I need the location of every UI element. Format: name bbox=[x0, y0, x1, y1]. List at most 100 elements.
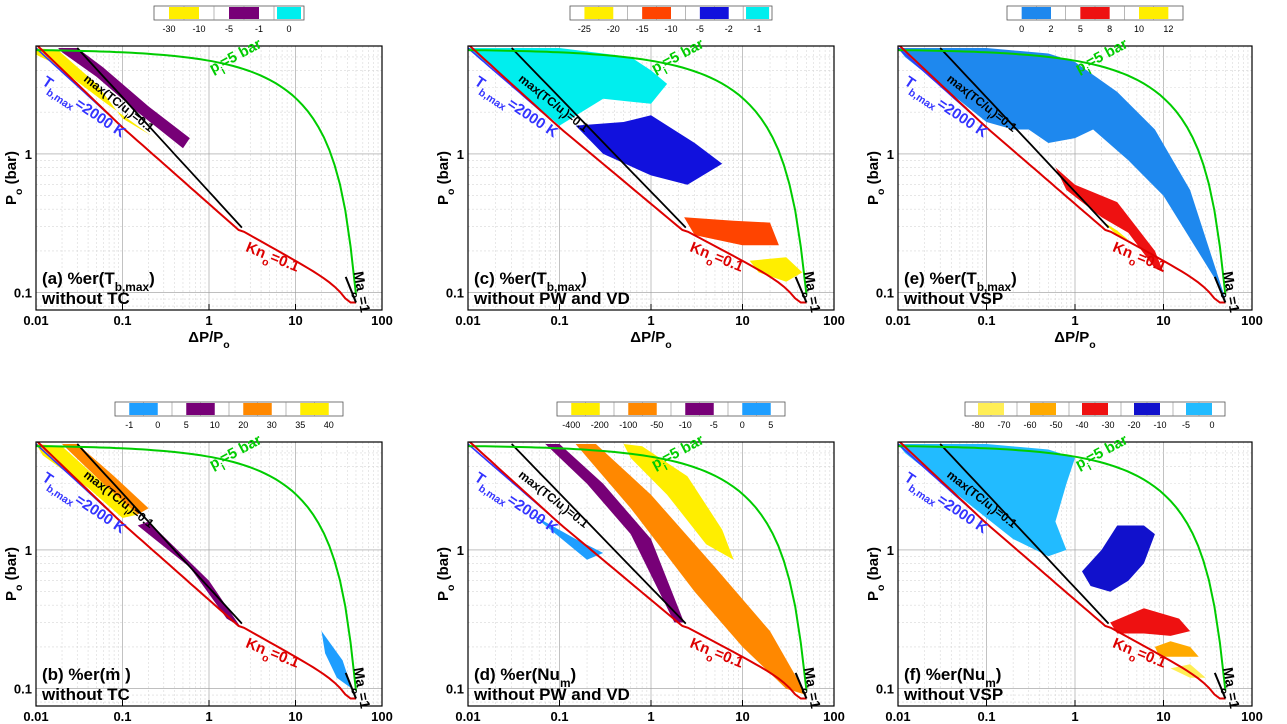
x-tick-label: 100 bbox=[371, 313, 393, 328]
contour-region bbox=[36, 48, 164, 143]
y-axis-label-part: P bbox=[3, 195, 20, 205]
panel-title: (a) %er(Tb,max) bbox=[42, 269, 155, 294]
y-axis-label: Po (bar) bbox=[435, 151, 457, 205]
legend-swatch bbox=[685, 403, 714, 415]
legend-label: -10 bbox=[679, 420, 692, 430]
y-tick-label: 1 bbox=[457, 543, 464, 558]
ma-annotation-part: Ma bbox=[801, 270, 820, 292]
ma-annotation-part: Ma bbox=[801, 666, 820, 688]
x-tick-label: 1 bbox=[1071, 313, 1078, 328]
legend-label: -1 bbox=[125, 420, 133, 430]
panel-title: (f) %er(Num) bbox=[904, 665, 1001, 690]
y-axis-label: Po (bar) bbox=[865, 151, 887, 205]
legend-swatch bbox=[300, 403, 329, 415]
ma-annotation: Mao=1 bbox=[345, 666, 373, 711]
x-axis-label: ΔP/Po bbox=[1054, 329, 1095, 351]
y-axis-label-part: P bbox=[865, 591, 882, 601]
p5-annotation-part: =5 bar bbox=[659, 35, 707, 71]
kn-annotation-part: o bbox=[260, 652, 270, 666]
legend-label: 35 bbox=[295, 420, 305, 430]
legend-label: 0 bbox=[1019, 24, 1024, 34]
y-axis-label-part: P bbox=[435, 195, 452, 205]
y-axis-label-part: P bbox=[3, 591, 20, 601]
kn-curve bbox=[898, 442, 1226, 700]
contour-region bbox=[623, 444, 734, 560]
kn-annotation-part: o bbox=[1127, 652, 1137, 666]
p5-annotation-part: =5 bar bbox=[217, 35, 265, 71]
tc-annotation-part: i bbox=[557, 112, 565, 121]
y-axis-label: Po (bar) bbox=[3, 151, 25, 205]
y-axis-label-part: (bar) bbox=[3, 547, 20, 585]
ma-annotation-part: Ma bbox=[351, 270, 370, 292]
panel-title: (c) %er(Tb,max) bbox=[474, 269, 587, 294]
ma-annotation-part: o bbox=[1218, 687, 1230, 695]
x-tick-label: 0.01 bbox=[885, 709, 910, 724]
legend-label: -60 bbox=[1023, 420, 1036, 430]
x-axis-label-part: ΔP/P bbox=[1054, 329, 1089, 346]
contour-region bbox=[545, 444, 685, 623]
legend-label: -20 bbox=[607, 24, 620, 34]
legend-label: 20 bbox=[238, 420, 248, 430]
legend-swatch bbox=[699, 7, 729, 19]
tb-annotation-part: b,max bbox=[906, 483, 938, 510]
tc-annotation-part: i bbox=[122, 112, 130, 121]
x-axis-label-part: o bbox=[223, 339, 229, 351]
panel-subtitle: without VSP bbox=[903, 289, 1003, 308]
legend-swatch bbox=[1134, 403, 1160, 415]
contour-region bbox=[1055, 167, 1164, 273]
y-tick-label: 1 bbox=[887, 147, 894, 162]
kn-annotation-part: o bbox=[260, 256, 270, 270]
legend-label: -15 bbox=[636, 24, 649, 34]
x-tick-label: 1 bbox=[647, 313, 654, 328]
regions bbox=[36, 442, 357, 700]
ma-annotation-part: o bbox=[799, 687, 811, 695]
legend-swatch bbox=[229, 7, 259, 19]
y-tick-label: 1 bbox=[25, 543, 32, 558]
tc-annotation-part: i bbox=[985, 112, 993, 121]
regions bbox=[898, 46, 1227, 304]
legend-swatch bbox=[1080, 7, 1110, 19]
kn-annotation: Kno=0.1 bbox=[1108, 239, 1168, 280]
x-tick-label: 0.1 bbox=[113, 709, 131, 724]
tb-annotation-part: b,max bbox=[44, 483, 76, 510]
legend-swatch bbox=[1139, 7, 1169, 19]
x-tick-label: 0.1 bbox=[550, 709, 568, 724]
legend-label: -30 bbox=[1101, 420, 1114, 430]
y-axis-label-part: (bar) bbox=[435, 151, 452, 189]
contour-region bbox=[575, 444, 807, 695]
p5-annotation: pi=5 bar bbox=[649, 431, 710, 477]
legend-swatch bbox=[642, 7, 671, 19]
legend-label: -200 bbox=[591, 420, 609, 430]
panel-title-part: b,max bbox=[977, 280, 1012, 294]
ma-annotation: Mao=1 bbox=[796, 666, 824, 711]
y-tick-label: 0.1 bbox=[876, 682, 894, 697]
kn-curve bbox=[36, 46, 356, 304]
x-tick-label: 0.1 bbox=[977, 313, 995, 328]
kn-annotation-part: Kn bbox=[687, 239, 712, 262]
tc-curve bbox=[511, 443, 687, 625]
p5-annotation-part: i bbox=[661, 461, 669, 473]
legend-label: -20 bbox=[1127, 420, 1140, 430]
legend-label: 5 bbox=[1078, 24, 1083, 34]
x-tick-label: 0.01 bbox=[23, 709, 48, 724]
ma-curve bbox=[794, 276, 808, 303]
contour-region bbox=[1154, 641, 1199, 657]
y-tick-label: 0.1 bbox=[14, 286, 32, 301]
p5-annotation-part: i bbox=[1085, 461, 1093, 473]
legend-swatch bbox=[571, 403, 600, 415]
panel-title-part: (c) %er(T bbox=[474, 269, 547, 288]
legend-swatch bbox=[1030, 403, 1056, 415]
ma-annotation: Mao=1 bbox=[345, 270, 373, 315]
p5-curve bbox=[36, 445, 357, 691]
kn-annotation-part: o bbox=[704, 652, 714, 666]
p5-annotation-part: =5 bar bbox=[217, 431, 265, 467]
regions bbox=[468, 442, 808, 700]
y-tick-label: 1 bbox=[457, 147, 464, 162]
ma-annotation-part: =1 bbox=[355, 295, 374, 314]
x-tick-label: 1 bbox=[647, 709, 654, 724]
